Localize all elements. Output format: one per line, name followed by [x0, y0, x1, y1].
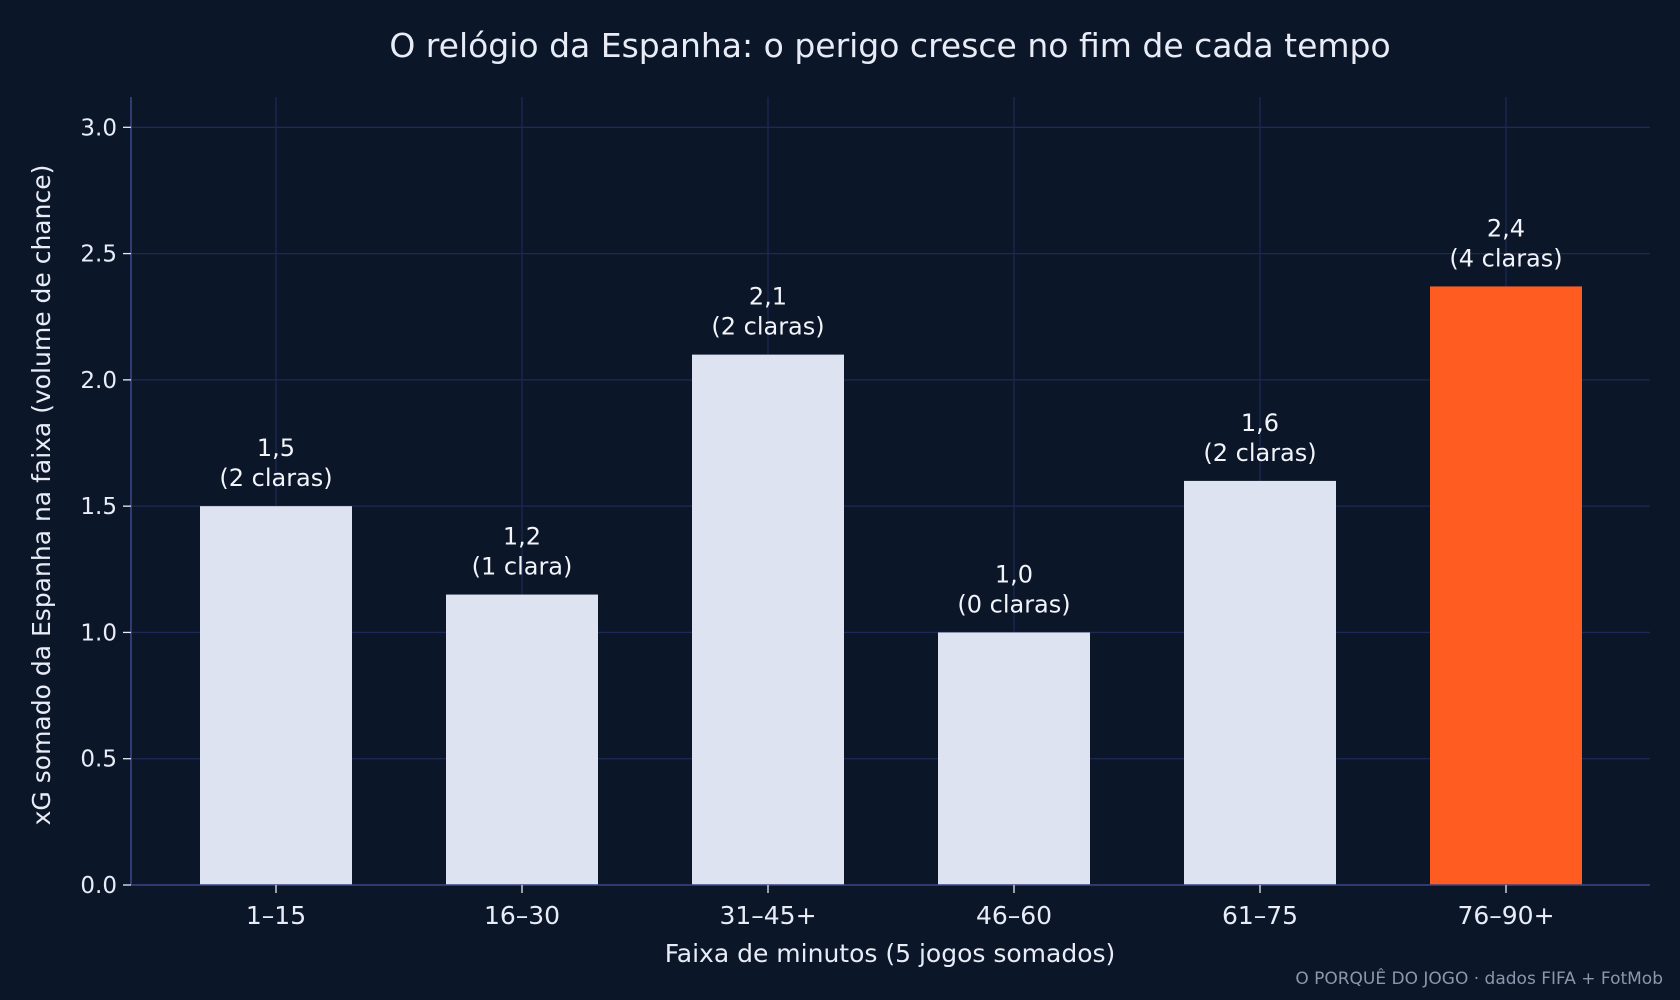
bar-5: [1184, 480, 1336, 885]
y-tick-label: 0.5: [80, 747, 117, 773]
y-tick-label: 2.0: [80, 368, 117, 394]
bar-1: [200, 506, 352, 885]
x-tick-label: 31–45+: [719, 901, 816, 930]
credit-text: O PORQUÊ DO JOGO · dados FIFA + FotMob: [1295, 967, 1663, 989]
data-label-value: 2,4: [1487, 214, 1525, 242]
y-axis-label: xG somado da Espanha na faixa (volume de…: [27, 165, 56, 826]
data-label-value: 1,6: [1241, 409, 1279, 437]
bar-4: [938, 632, 1090, 885]
x-axis-label: Faixa de minutos (5 jogos somados): [665, 939, 1116, 968]
data-label-clear-chances: (2 claras): [1203, 439, 1316, 467]
y-tick-label: 0.0: [80, 873, 117, 899]
data-label-clear-chances: (2 claras): [711, 313, 824, 341]
y-tick-label: 2.5: [80, 242, 117, 268]
data-label-clear-chances: (4 claras): [1449, 244, 1562, 272]
data-labels: 1,5(2 claras)1,2(1 clara)2,1(2 claras)1,…: [219, 214, 1562, 618]
bars: [200, 286, 1582, 886]
y-tick-label: 1.0: [80, 620, 117, 646]
y-tick-label: 3.0: [80, 115, 117, 141]
data-label-clear-chances: (2 claras): [219, 464, 332, 492]
data-label-value: 1,5: [257, 434, 295, 462]
data-label-value: 1,2: [503, 523, 541, 551]
chart-title: O relógio da Espanha: o perigo cresce no…: [389, 26, 1390, 65]
y-tick-label: 1.5: [80, 494, 117, 520]
x-tick-label: 46–60: [976, 901, 1052, 930]
axes: 0.0 0.5 1.0 1.5 2.0 2.5 3.0 1–15 16–30 31–45+ 46–6…: [80, 97, 1650, 930]
data-label-value: 1,0: [995, 560, 1033, 588]
x-tick-label: 76–90+: [1457, 901, 1554, 930]
data-label-clear-chances: (1 clara): [472, 553, 573, 581]
x-tick-label: 1–15: [246, 901, 306, 930]
bar-2: [446, 594, 598, 885]
x-tick-label: 61–75: [1222, 901, 1298, 930]
x-tick-label: 16–30: [484, 901, 560, 930]
bar-6: [1430, 286, 1582, 885]
data-label-clear-chances: (0 claras): [957, 590, 1070, 618]
bar-3: [692, 354, 844, 886]
data-label-value: 2,1: [749, 283, 787, 311]
